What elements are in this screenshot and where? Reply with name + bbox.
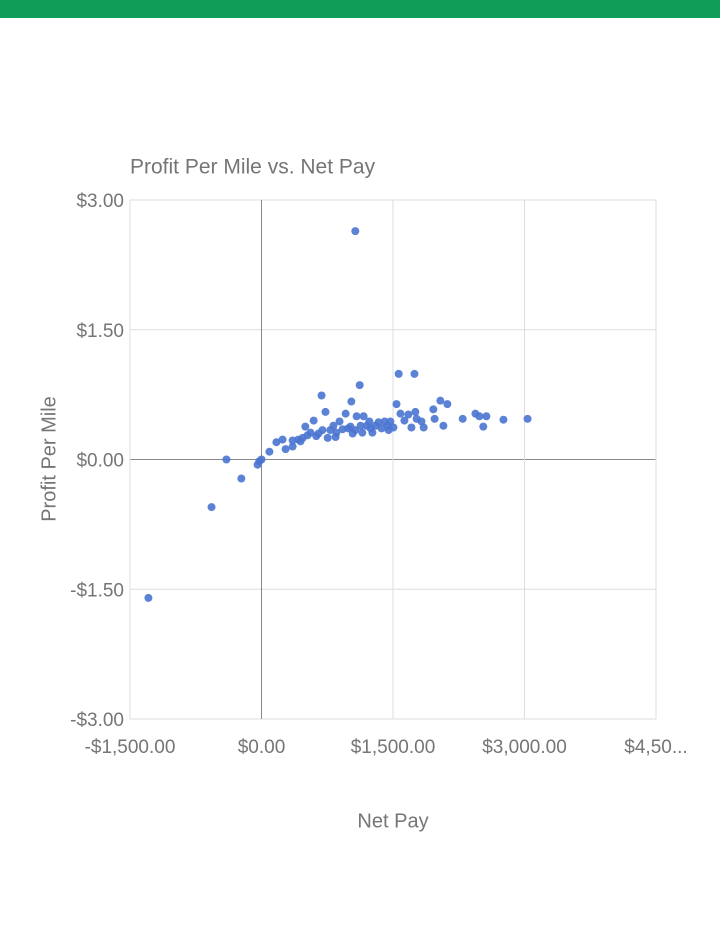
point	[429, 405, 438, 414]
x-tick-label: $0.00	[238, 737, 286, 758]
point	[404, 410, 413, 419]
point	[237, 474, 246, 483]
point	[366, 424, 375, 433]
point	[407, 423, 416, 432]
point	[317, 391, 326, 400]
point	[396, 409, 405, 418]
top-bar	[0, 0, 720, 18]
point	[410, 369, 419, 378]
point	[309, 416, 318, 425]
y-tick-label: $3.00	[76, 191, 124, 212]
point	[392, 400, 401, 409]
point	[384, 426, 393, 435]
point	[347, 397, 356, 406]
point	[436, 396, 445, 405]
x-axis-title: Net Pay	[357, 810, 428, 832]
point	[394, 369, 403, 378]
y-tick-label: $1.50	[76, 321, 124, 342]
point	[358, 428, 367, 437]
y-tick-label: $0.00	[76, 451, 124, 472]
point	[419, 423, 428, 432]
point	[374, 418, 383, 427]
y-tick-label: -$1.50	[70, 580, 124, 601]
x-tick-label: $1,500.00	[351, 737, 436, 758]
point	[411, 407, 420, 416]
point	[365, 417, 374, 426]
x-tick-label: -$1,500.00	[85, 737, 176, 758]
point	[331, 433, 340, 442]
point	[417, 417, 426, 426]
point	[458, 414, 467, 423]
point	[430, 414, 439, 423]
point	[482, 412, 491, 421]
point	[335, 417, 344, 426]
point	[272, 438, 281, 447]
point	[281, 445, 290, 454]
point	[314, 429, 323, 438]
point	[400, 416, 409, 425]
point	[352, 412, 361, 421]
point	[222, 455, 231, 464]
point	[323, 433, 332, 442]
point	[359, 412, 368, 421]
point	[288, 442, 297, 451]
point	[475, 412, 484, 421]
chart-title: Profit Per Mile vs. Net Pay	[130, 156, 376, 179]
point	[278, 435, 287, 444]
y-axis-title: Profit Per Mile	[38, 396, 60, 522]
point	[479, 422, 488, 431]
point	[341, 409, 350, 418]
point	[377, 424, 386, 433]
point	[499, 415, 508, 424]
y-tick-label: -$3.00	[70, 710, 124, 731]
point	[301, 422, 310, 431]
point	[386, 417, 395, 426]
point	[355, 381, 364, 390]
point	[356, 421, 365, 430]
point	[346, 422, 355, 431]
point	[296, 437, 305, 446]
point	[207, 503, 216, 512]
point	[523, 414, 532, 423]
x-tick-label: $3,000.00	[482, 737, 567, 758]
point	[257, 455, 266, 464]
x-tick-label: $4,50...	[624, 737, 687, 758]
point	[265, 447, 274, 456]
point	[351, 227, 360, 236]
point	[144, 593, 153, 602]
point	[443, 400, 452, 409]
point	[329, 421, 338, 430]
point	[321, 407, 330, 416]
point	[439, 421, 448, 430]
